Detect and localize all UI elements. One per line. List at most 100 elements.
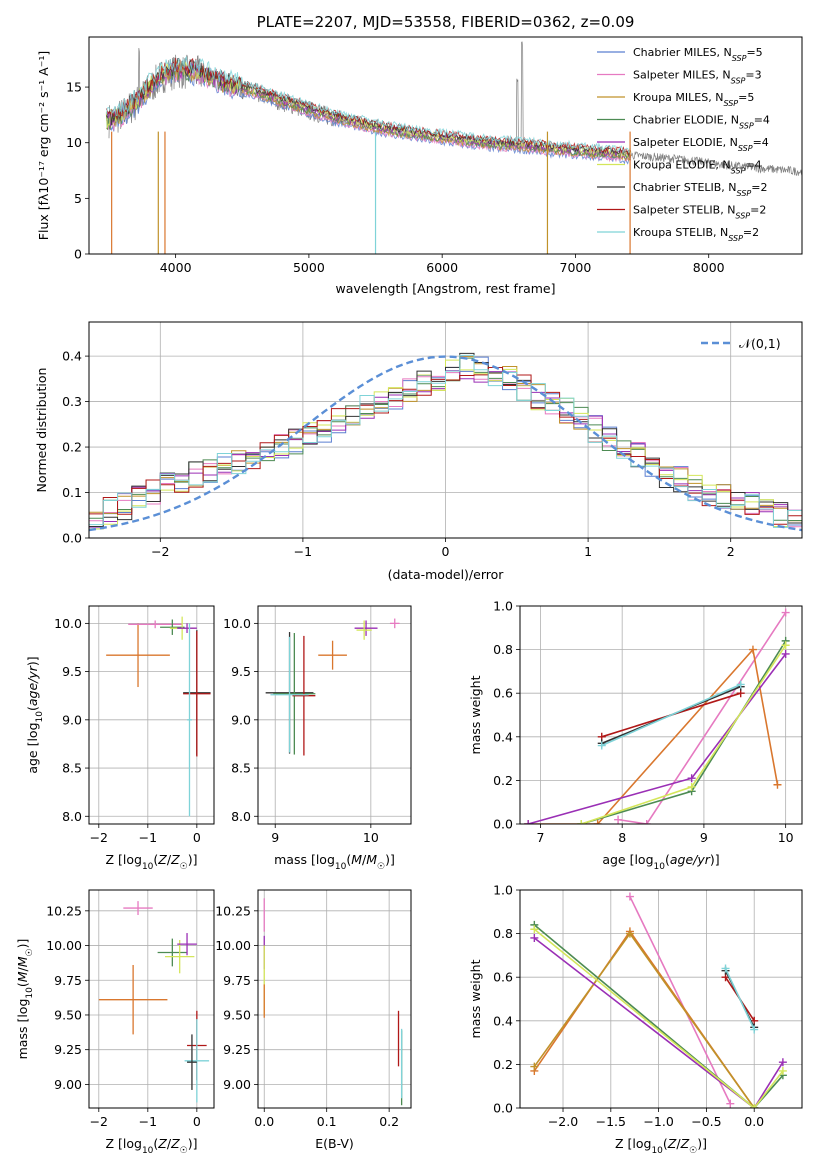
y-tick-label: 8.0 bbox=[62, 809, 82, 824]
x-tick-label: 0.0 bbox=[744, 1114, 764, 1129]
mass_vs_Z-plot-area bbox=[98, 901, 210, 1103]
series-marker bbox=[721, 964, 730, 973]
y-tick-label: 10 bbox=[66, 135, 82, 150]
y-tick-label: 8.0 bbox=[231, 809, 251, 824]
y-tick-label: 1.0 bbox=[493, 883, 513, 898]
x-tick-label: 6000 bbox=[426, 260, 458, 275]
axes-frame bbox=[88, 36, 803, 255]
series-marker bbox=[530, 1062, 539, 1071]
series-marker bbox=[530, 925, 539, 934]
x-tick-label: 9 bbox=[271, 830, 279, 845]
y-tick-label: 10.0 bbox=[54, 616, 82, 631]
errorbar-point bbox=[106, 623, 170, 688]
spectrum-title: PLATE=2207, MJD=53558, FIBERID=0362, z=0… bbox=[257, 13, 635, 31]
y-tick-label: 9.5 bbox=[62, 664, 82, 679]
x-tick-label: −1.0 bbox=[643, 1114, 673, 1129]
y-tick-label: 10.00 bbox=[46, 938, 82, 953]
mass_vs_EBV-panel: 0.0 0.1 0.2 9.00 9.25 9.50 9.75 10.00 10.25 E(B-V… bbox=[215, 889, 412, 1151]
y-tick-label: 0.4 bbox=[493, 729, 513, 744]
x-axis-label: Z [log10(Z/Z☉)] bbox=[105, 1136, 197, 1156]
series-line bbox=[533, 928, 784, 1108]
x-tick-label: 7 bbox=[536, 830, 544, 845]
gaussian-curve bbox=[89, 355, 802, 532]
y-tick-label: 9.75 bbox=[223, 973, 251, 988]
x-tick-label: −2.0 bbox=[548, 1114, 578, 1129]
x-tick-label: 0.1 bbox=[317, 1114, 337, 1129]
x-axis-label: mass [log10(M/M☉)] bbox=[274, 852, 395, 872]
y-tick-label: 0.6 bbox=[493, 686, 513, 701]
series-marker bbox=[625, 929, 634, 938]
y-axis-label: mass weight bbox=[468, 675, 483, 754]
x-tick-label: 0 bbox=[193, 1114, 201, 1129]
errorbar-point bbox=[318, 640, 347, 670]
x-tick-label: 1 bbox=[584, 544, 592, 559]
weight_vs_age-plot-area bbox=[524, 608, 790, 824]
x-tick-label: 0.0 bbox=[254, 1114, 274, 1129]
series-marker bbox=[778, 1058, 787, 1067]
x-tick-label: 7000 bbox=[560, 260, 592, 275]
series-marker bbox=[530, 933, 539, 942]
legend-label: 𝒩(0,1) bbox=[739, 336, 781, 351]
y-tick-label: 0.8 bbox=[493, 926, 513, 941]
y-tick-label: 0.2 bbox=[493, 773, 513, 788]
y-tick-label: 0.8 bbox=[493, 642, 513, 657]
errorbar-point bbox=[160, 619, 185, 635]
series-marker bbox=[687, 782, 696, 791]
x-tick-label: −2 bbox=[151, 544, 169, 559]
weight_vs_age-panel: 7 8 9 10 0.0 0.2 0.4 0.6 0.8 1.0 age [log10(age/yr… bbox=[468, 599, 803, 872]
axes-frame bbox=[257, 889, 412, 1109]
series-marker bbox=[781, 641, 790, 650]
y-tick-label: 0.4 bbox=[493, 1013, 513, 1028]
y-tick-label: 0.0 bbox=[493, 817, 513, 832]
y-tick-label: 0 bbox=[74, 247, 82, 262]
y-tick-label: 10.0 bbox=[223, 616, 251, 631]
age_vs_Z-plot-area bbox=[106, 616, 211, 817]
data-spectrum-line bbox=[108, 41, 802, 177]
spectrum-legend: Chabrier MILES, NSSP=5 Salpeter MILES, NS… bbox=[597, 46, 770, 243]
errorbar-point bbox=[184, 1019, 210, 1103]
x-tick-label: 0 bbox=[442, 544, 450, 559]
errorbar-point bbox=[270, 636, 309, 753]
series-line bbox=[724, 968, 755, 1030]
age_vs_Z-panel: −2 −1 0 8.0 8.5 9.0 9.5 10.0 Z [log10(Z/Z☉)] age … bbox=[25, 605, 215, 872]
y-tick-label: 0.3 bbox=[62, 394, 82, 409]
series-marker bbox=[593, 820, 602, 824]
y-axis-label: mass weight bbox=[468, 959, 483, 1038]
series-marker bbox=[577, 820, 586, 824]
y-tick-label: 9.50 bbox=[54, 1007, 82, 1022]
residuals-xlabel: (data-model)/error bbox=[388, 567, 505, 582]
series-line bbox=[533, 937, 784, 1108]
errorbar-point bbox=[183, 631, 211, 757]
model-spectrum-line bbox=[105, 57, 632, 156]
errorbar-point bbox=[177, 623, 197, 634]
x-axis-label: Z [log10(Z/Z☉)] bbox=[105, 852, 197, 872]
series-line bbox=[581, 644, 787, 824]
weight_vs_Z-panel: −2.0 −1.5 −1.0 −0.5 0.0 0.0 0.2 0.4 0.6 0.8 1.0 Z [… bbox=[468, 883, 803, 1156]
series-line bbox=[629, 896, 732, 1104]
series-marker bbox=[614, 815, 623, 824]
series-marker bbox=[748, 645, 757, 654]
errorbar-point bbox=[128, 620, 183, 629]
y-tick-label: 1.0 bbox=[493, 599, 513, 614]
y-tick-label: 9.00 bbox=[223, 1077, 251, 1092]
weight_vs_Z-plot-area bbox=[530, 892, 787, 1108]
y-tick-label: 0.6 bbox=[493, 970, 513, 985]
errorbar-point bbox=[273, 633, 316, 755]
axes-frame bbox=[519, 605, 803, 825]
x-tick-label: 8000 bbox=[693, 260, 725, 275]
legend-label: Salpeter ELODIE, NSSP=4 bbox=[633, 136, 769, 153]
series-marker bbox=[781, 649, 790, 658]
series-marker bbox=[597, 741, 606, 750]
series-marker bbox=[736, 680, 745, 689]
series-marker bbox=[778, 1066, 787, 1075]
y-tick-label: 0.4 bbox=[62, 349, 82, 364]
y-tick-label: 0.1 bbox=[62, 485, 82, 500]
series-marker bbox=[524, 820, 533, 824]
errorbar-point bbox=[356, 620, 372, 640]
errorbar-point bbox=[389, 618, 400, 629]
legend-label: Salpeter STELIB, NSSP=2 bbox=[633, 204, 766, 221]
y-tick-label: 8.5 bbox=[231, 761, 251, 776]
y-tick-label: 0.2 bbox=[493, 1057, 513, 1072]
legend-label: Chabrier ELODIE, NSSP=4 bbox=[633, 114, 770, 131]
